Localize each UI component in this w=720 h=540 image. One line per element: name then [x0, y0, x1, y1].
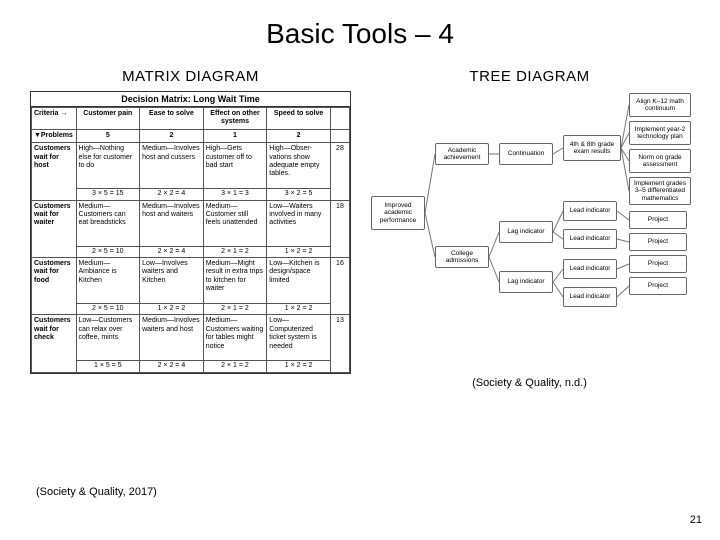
matrix-title: Decision Matrix: Long Wait Time	[31, 92, 350, 107]
tree-node: Lag indicator	[499, 271, 553, 293]
calc-cell: 3 × 5 = 15	[76, 189, 140, 200]
problems-label: ▼Problems	[32, 129, 77, 142]
total-header	[330, 108, 349, 130]
total-cell: 13	[330, 315, 349, 372]
rating-cell: Medium—Involves host and waiters	[140, 200, 204, 246]
tree-node: Lead indicator	[563, 259, 617, 279]
calc-cell: 2 × 5 = 10	[76, 303, 140, 314]
rating-cell: Low—Customers can relax over coffee, min…	[76, 315, 140, 361]
rating-cell: High—Obser-vations show adequate empty t…	[267, 143, 331, 189]
tree-node: Improved academic performance	[371, 196, 425, 230]
rating-cell: Low—Waiters involved in many activities	[267, 200, 331, 246]
tree-node: Implement grades 3–5 differentiated math…	[629, 177, 691, 205]
rating-cell: Low—Involves waiters and Kitchen	[140, 257, 204, 303]
calc-cell: 2 × 1 = 2	[203, 361, 267, 372]
problem-cell: Customers wait for check	[32, 315, 77, 372]
tree-node: Lead indicator	[563, 229, 617, 249]
tree-node: Project	[629, 277, 687, 295]
tree-column: TREE DIAGRAM Improved academic performan…	[369, 68, 690, 389]
rating-cell: High—Gets customer off to bad start	[203, 143, 267, 189]
tree-node: 4th & 8th grade exam results	[563, 135, 621, 161]
total-cell: 28	[330, 143, 349, 200]
tree-node: Lead indicator	[563, 287, 617, 307]
criteria-header: Ease to solve	[140, 108, 204, 130]
tree-node: Lag indicator	[499, 221, 553, 243]
criteria-header: Speed to solve	[267, 108, 331, 130]
calc-cell: 2 × 5 = 10	[76, 246, 140, 257]
calc-cell: 1 × 2 = 2	[140, 303, 204, 314]
rating-cell: Medium—Involves waiters and host	[140, 315, 204, 361]
calc-cell: 1 × 5 = 5	[76, 361, 140, 372]
criteria-header: Effect on other systems	[203, 108, 267, 130]
slide-title: Basic Tools – 4	[30, 18, 690, 50]
criteria-weight: 5	[76, 129, 140, 142]
matrix-table: Criteria →Customer painEase to solveEffe…	[31, 107, 350, 373]
total-cell: 18	[330, 200, 349, 257]
calc-cell: 2 × 1 = 2	[203, 303, 267, 314]
tree-node: College admissions	[435, 246, 489, 268]
calc-cell: 3 × 2 = 5	[267, 189, 331, 200]
rating-cell: Low—Kitchen is design/space limited	[267, 257, 331, 303]
problem-cell: Customers wait for host	[32, 143, 77, 200]
matrix-heading: MATRIX DIAGRAM	[30, 68, 351, 85]
rating-cell: Medium—Customer still feels unattended	[203, 200, 267, 246]
tree-node: Project	[629, 233, 687, 251]
tree-node: Project	[629, 255, 687, 273]
tree-node: Norm on grade assessment	[629, 149, 691, 173]
rating-cell: High—Nothing else for customer to do	[76, 143, 140, 189]
matrix-citation: (Society & Quality, 2017)	[36, 486, 157, 498]
tree-node: Implement year-2 technology plan	[629, 121, 691, 145]
slide: Basic Tools – 4 MATRIX DIAGRAM Decision …	[0, 0, 720, 540]
tree-heading: TREE DIAGRAM	[369, 68, 690, 85]
matrix-column: MATRIX DIAGRAM Decision Matrix: Long Wai…	[30, 68, 351, 389]
calc-cell: 2 × 2 = 4	[140, 361, 204, 372]
tree-node: Align K–12 math continuum	[629, 93, 691, 117]
tree-node: Academic achievement	[435, 143, 489, 165]
tree-citation: (Society & Quality, n.d.)	[369, 377, 690, 389]
rating-cell: Low—Computerized ticket system is needed	[267, 315, 331, 361]
total-cell: 16	[330, 257, 349, 314]
rating-cell: Medium—Customers waiting for tables migh…	[203, 315, 267, 361]
calc-cell: 2 × 2 = 4	[140, 189, 204, 200]
rating-cell: Medium—Involves host and cussers	[140, 143, 204, 189]
calc-cell: 3 × 1 = 3	[203, 189, 267, 200]
tree-diagram: Improved academic performance Academic ac…	[369, 91, 690, 371]
tree-node: Project	[629, 211, 687, 229]
rating-cell: Medium—Might result in extra trips to ki…	[203, 257, 267, 303]
calc-cell: 2 × 1 = 2	[203, 246, 267, 257]
criteria-weight: 2	[267, 129, 331, 142]
calc-cell: 2 × 2 = 4	[140, 246, 204, 257]
columns: MATRIX DIAGRAM Decision Matrix: Long Wai…	[30, 68, 690, 389]
criteria-header: Customer pain	[76, 108, 140, 130]
calc-cell: 1 × 2 = 2	[267, 246, 331, 257]
tree-node: Lead indicator	[563, 201, 617, 221]
criteria-weight: 1	[203, 129, 267, 142]
matrix-diagram: Decision Matrix: Long Wait Time Criteria…	[30, 91, 351, 374]
calc-cell: 1 × 2 = 2	[267, 303, 331, 314]
rating-cell: Medium—Customers can eat breadsticks	[76, 200, 140, 246]
page-number: 21	[690, 514, 702, 526]
problem-cell: Customers wait for waiter	[32, 200, 77, 257]
calc-cell: 1 × 2 = 2	[267, 361, 331, 372]
criteria-label: Criteria →	[32, 108, 77, 130]
tree-node: Continuation	[499, 143, 553, 165]
problem-cell: Customers wait for food	[32, 257, 77, 314]
criteria-weight: 2	[140, 129, 204, 142]
rating-cell: Medium—Ambiance is Kitchen	[76, 257, 140, 303]
